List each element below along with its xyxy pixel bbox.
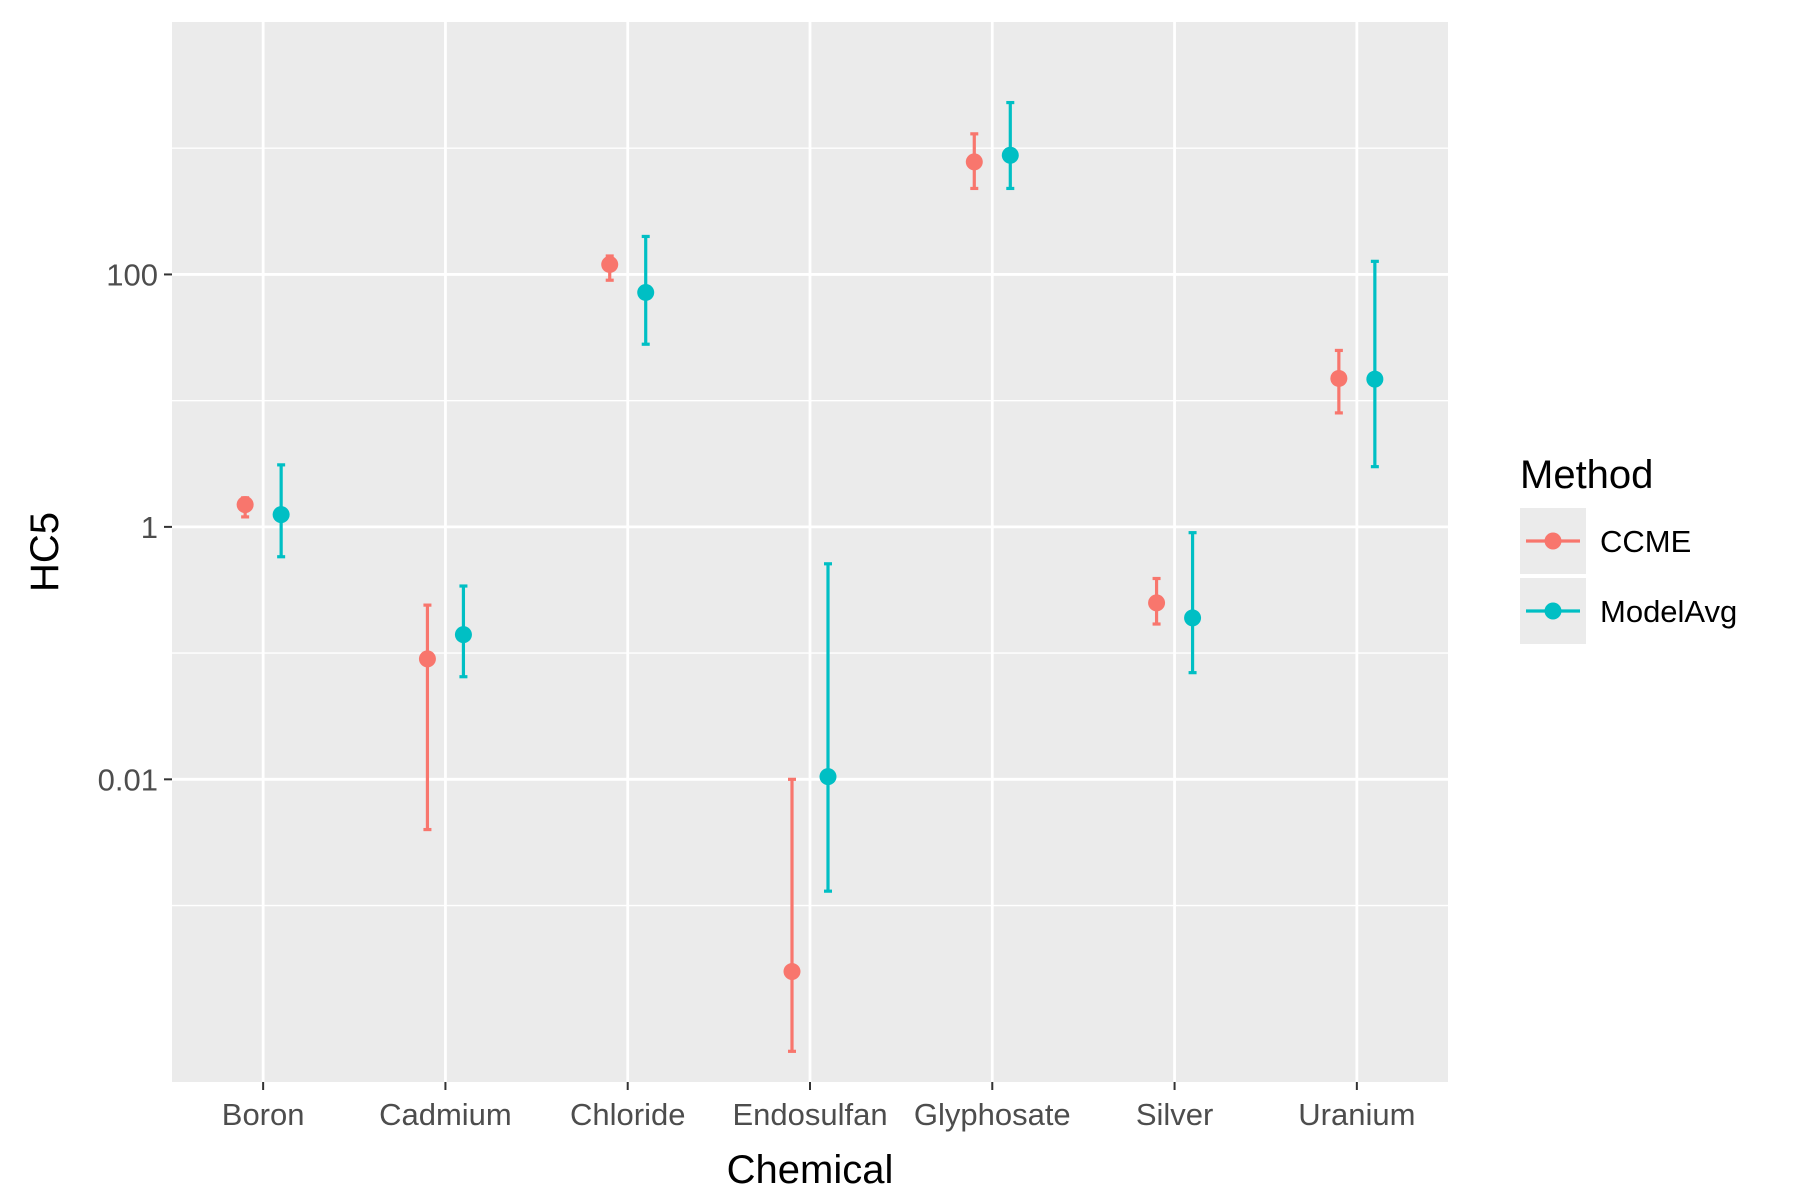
point-ccme [965,153,983,171]
axes: 0.01 1 100 Boron Cadmium Chloride Endosulfan Gl… [98,257,1416,1132]
point-ccme [236,496,254,514]
legend-title: Method [1520,453,1653,497]
x-tick-label: Glyphosate [914,1097,1071,1132]
x-axis-title: Chemical [727,1148,894,1192]
point-ccme [1148,594,1166,612]
x-tick-label: Cadmium [379,1097,512,1132]
y-axis-title: HC5 [23,512,67,592]
point-ccme [601,255,619,273]
errorbar-modelavg [1006,100,1015,191]
point-modelavg [454,626,472,644]
legend: Method CCME ModelAvg [1520,453,1737,644]
x-tick-label: Endosulfan [732,1097,887,1132]
point-ccme [783,963,801,981]
point-modelavg [1366,370,1384,388]
legend-entry-modelavg: ModelAvg [1520,578,1737,644]
point-modelavg [1001,146,1019,164]
x-tick-label: Silver [1136,1097,1214,1132]
errorbar-modelavg [1188,531,1197,675]
y-tick-label: 1 [141,510,158,545]
point-modelavg [1184,609,1202,627]
point-modelavg [819,768,837,786]
x-tick-label: Boron [222,1097,305,1132]
plot-marks [236,100,1384,1053]
y-tick-label: 0.01 [98,762,158,797]
legend-label: ModelAvg [1600,594,1737,629]
point-ccme [1330,369,1348,387]
errorbar-ccme [423,603,432,832]
errorbar-modelavg [824,562,832,893]
legend-key-point [1544,532,1562,550]
point-ccme [418,650,436,668]
legend-key-point [1544,602,1562,620]
legend-entry-ccme: CCME [1520,508,1691,574]
legend-entries: CCME ModelAvg [1520,508,1737,644]
point-modelavg [637,283,655,301]
major-grid [172,22,1448,1082]
x-tick-label: Uranium [1298,1097,1415,1132]
errorbar-ccme [788,777,796,1053]
y-tick-label: 100 [106,257,158,292]
x-tick-label: Chloride [570,1097,685,1132]
legend-label: CCME [1600,524,1691,559]
errorbar-modelavg [1370,259,1379,469]
point-modelavg [272,506,290,524]
